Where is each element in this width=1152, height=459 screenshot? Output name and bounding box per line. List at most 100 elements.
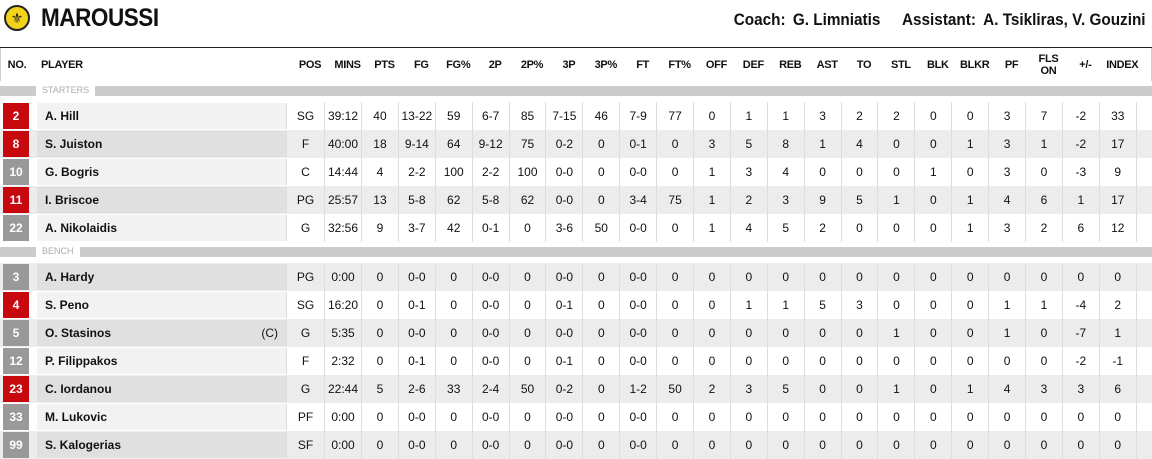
stat-cell: 5-8 (473, 186, 510, 214)
column-header[interactable]: BLKR (960, 58, 990, 71)
stat-cell: 0 (583, 186, 621, 214)
column-header[interactable]: FT (636, 58, 650, 71)
column-header[interactable]: FT% (668, 58, 691, 71)
stat-cell: 0 (1063, 431, 1100, 459)
player-name[interactable]: C. Iordanou (45, 382, 112, 396)
stat-cell: 0 (694, 403, 731, 431)
stat-cell: 0 (510, 214, 547, 242)
player-name-cell[interactable]: P. Filippakos (37, 348, 287, 374)
column-header[interactable]: REB (779, 58, 802, 71)
stat-cell: 0 (842, 403, 879, 431)
column-header[interactable]: PF (1004, 58, 1019, 71)
stat-cell: F (287, 347, 325, 375)
player-name-cell[interactable]: G. Bogris (37, 159, 287, 185)
stat-cell: 0-1 (620, 130, 658, 158)
column-header[interactable]: 2P (488, 58, 502, 71)
stat-cell: 0 (878, 263, 916, 291)
column-header[interactable]: +/- (1079, 58, 1092, 71)
column-header[interactable]: 3P% (594, 58, 618, 71)
player-name[interactable]: S. Peno (45, 298, 90, 312)
stat-cell: 75 (657, 186, 695, 214)
stat-cell: 0 (436, 291, 473, 319)
column-header[interactable]: DEF (742, 58, 764, 71)
column-header[interactable]: NO. (7, 58, 27, 71)
stat-cell: 46 (583, 102, 621, 130)
player-name[interactable]: A. Hill (45, 109, 80, 123)
column-header[interactable]: POS (298, 58, 322, 71)
stat-cell: 3 (1026, 375, 1063, 403)
column-header[interactable]: PTS (374, 58, 395, 71)
stat-cell: -2 (1063, 102, 1100, 130)
player-name[interactable]: S. Kalogerias (45, 438, 122, 452)
stat-cell: 0 (1100, 431, 1137, 459)
stat-cell: 9 (1100, 158, 1137, 186)
column-header[interactable]: INDEX (1106, 58, 1139, 71)
stat-cell: 1 (694, 186, 731, 214)
stat-cell: -7 (1063, 319, 1100, 347)
column-header[interactable]: STL (890, 58, 911, 71)
column-header[interactable]: FG (413, 58, 429, 71)
column-header[interactable]: 3P (562, 58, 576, 71)
stat-cell: 2 (694, 375, 731, 403)
stat-cell: 0-0 (546, 431, 584, 459)
stat-cell: 3 (989, 214, 1027, 242)
player-name-cell[interactable]: M. Lukovic (37, 404, 287, 430)
player-name[interactable]: I. Briscoe (45, 193, 100, 207)
section-label: BENCH (36, 246, 80, 257)
stat-cell: 5 (362, 375, 399, 403)
stat-cell: 13 (362, 186, 399, 214)
player-name[interactable]: S. Juiston (45, 137, 103, 151)
player-name[interactable]: A. Hardy (45, 270, 95, 284)
stat-cell: 1 (768, 291, 805, 319)
player-name[interactable]: O. Stasinos (45, 326, 112, 340)
team-header: ⚜ MAROUSSI Coach: G. Limniatis Assistant: A… (0, 0, 1152, 40)
column-header[interactable]: AST (816, 58, 838, 71)
player-name-cell[interactable]: S. Peno (37, 292, 287, 318)
player-name[interactable]: A. Nikolaidis (45, 221, 118, 235)
stat-cell: 0 (952, 403, 990, 431)
stat-cell: 1 (1026, 130, 1063, 158)
player-name-cell[interactable]: C. Iordanou (37, 376, 287, 402)
stat-cell: 12 (1100, 214, 1137, 242)
stat-cell: 85 (510, 102, 547, 130)
player-name-cell[interactable]: S. Juiston (37, 131, 287, 157)
stat-cell: 0-0 (473, 263, 510, 291)
stat-cell: 0 (583, 291, 621, 319)
column-header[interactable]: BLK (926, 58, 949, 71)
stat-cell: 0 (952, 291, 990, 319)
stat-cell: 0 (362, 403, 399, 431)
stat-cell: 0-1 (399, 291, 436, 319)
stat-cell: 0 (1063, 263, 1100, 291)
stat-cell: 1 (731, 291, 768, 319)
stat-cell: 2 (731, 186, 768, 214)
column-header[interactable]: PLAYER (41, 58, 83, 71)
column-header[interactable]: TO (856, 58, 872, 71)
column-header[interactable]: 2P% (520, 58, 544, 71)
player-name-cell[interactable]: S. Kalogerias (37, 432, 287, 458)
player-name[interactable]: M. Lukovic (45, 410, 108, 424)
stat-cell: 0-0 (546, 403, 584, 431)
player-name[interactable]: G. Bogris (45, 165, 100, 179)
stat-cell: 0 (657, 431, 695, 459)
stat-cell: 0 (805, 403, 842, 431)
column-header[interactable]: FLS ON (1038, 52, 1059, 77)
stat-cell: 9-12 (473, 130, 510, 158)
stat-cell: 0 (768, 347, 805, 375)
player-name[interactable]: P. Filippakos (45, 354, 118, 368)
player-name-cell[interactable]: A. Nikolaidis (37, 215, 287, 241)
stat-cell: 0 (510, 263, 547, 291)
stat-cell: 100 (436, 158, 473, 186)
player-name-cell[interactable]: A. Hill (37, 103, 287, 129)
stat-cell: 0-1 (546, 347, 584, 375)
table-row: 2 A. Hill SG 39:12 40 13-22 59 6-7 85 7-15 46 7-9 77… (0, 102, 1152, 130)
column-header[interactable]: MINS (334, 58, 361, 71)
column-header[interactable]: FG% (446, 58, 471, 71)
stat-cell: 0-1 (473, 214, 510, 242)
player-name-cell[interactable]: A. Hardy (37, 264, 287, 290)
column-header[interactable]: OFF (705, 58, 728, 71)
player-name-cell[interactable]: O. Stasinos (C) (37, 320, 287, 346)
stat-cell: 0 (805, 375, 842, 403)
stat-cell: 1 (805, 130, 842, 158)
stat-cell: 1 (989, 291, 1027, 319)
player-name-cell[interactable]: I. Briscoe (37, 187, 287, 213)
